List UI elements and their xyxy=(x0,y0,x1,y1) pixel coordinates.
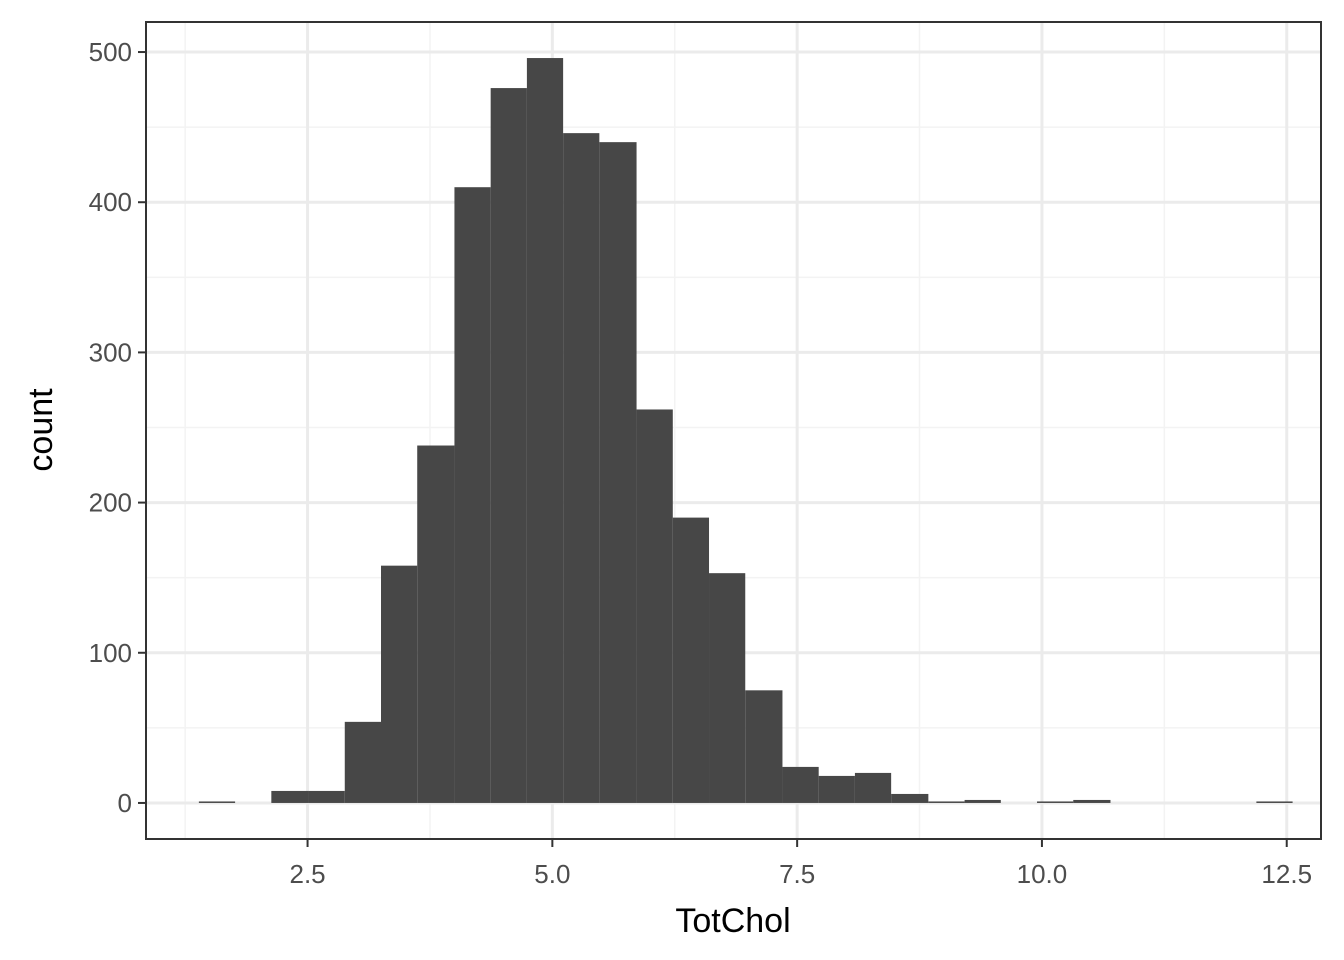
histogram-bars xyxy=(198,58,1293,803)
y-axis-title: count xyxy=(22,388,60,472)
histogram-bar xyxy=(928,801,965,803)
y-tick-label: 500 xyxy=(89,37,132,67)
x-tick-label: 2.5 xyxy=(289,859,325,889)
y-tick-label: 0 xyxy=(118,788,132,818)
histogram-bar xyxy=(709,573,746,803)
y-axis-ticks: 0 100 200 300 400 500 xyxy=(89,37,146,818)
histogram-bar xyxy=(854,772,892,803)
x-tick-label: 10.0 xyxy=(1017,859,1068,889)
histogram-bar xyxy=(526,58,564,803)
y-tick-label: 400 xyxy=(89,187,132,217)
histogram-bar xyxy=(745,690,783,803)
histogram-bar xyxy=(490,88,527,803)
histogram-bar xyxy=(271,790,309,803)
x-tick-label: 7.5 xyxy=(779,859,815,889)
histogram-bar xyxy=(563,133,600,803)
histogram-bar xyxy=(1256,801,1293,803)
x-tick-label: 5.0 xyxy=(534,859,570,889)
histogram-bar xyxy=(454,187,491,803)
x-axis-ticks: 2.5 5.0 7.5 10.0 12.5 xyxy=(289,839,1312,889)
histogram-bar xyxy=(381,565,418,803)
histogram-bar xyxy=(782,766,819,803)
y-tick-label: 100 xyxy=(89,638,132,668)
y-tick-label: 300 xyxy=(89,337,132,367)
histogram-bar xyxy=(672,517,710,803)
histogram-bar xyxy=(1037,801,1074,803)
x-axis-title: TotChol xyxy=(675,902,790,940)
histogram-bar xyxy=(636,409,673,803)
histogram-bar xyxy=(891,793,929,803)
histogram-bar xyxy=(198,801,236,803)
histogram-bar xyxy=(818,775,855,803)
y-tick-label: 200 xyxy=(89,488,132,518)
x-tick-label: 12.5 xyxy=(1261,859,1312,889)
histogram-bar xyxy=(417,445,455,803)
histogram-bar xyxy=(308,790,345,803)
histogram-bar xyxy=(599,142,637,803)
histogram-bar xyxy=(344,721,381,803)
panel-border xyxy=(145,21,1322,840)
histogram-bar xyxy=(964,799,1001,803)
histogram-bar xyxy=(1073,799,1111,803)
